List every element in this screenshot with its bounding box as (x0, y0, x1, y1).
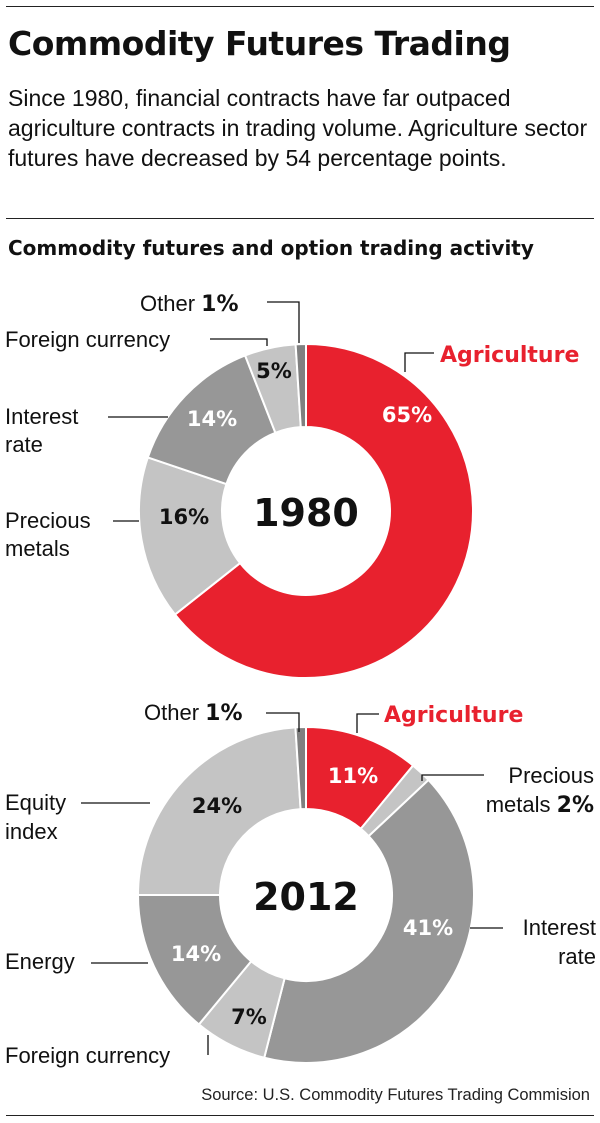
value-label-agriculture: 11% (328, 764, 378, 788)
slice-other-1980 (294, 342, 307, 429)
value-label-interest-rate: 14% (187, 407, 237, 431)
top-rule (6, 6, 594, 7)
chart-heading: Commodity futures and option trading act… (8, 236, 534, 260)
value-label-foreign-currency: 5% (256, 359, 292, 383)
leader-line-agriculture (404, 352, 434, 372)
value-label-other: 1% (201, 292, 238, 317)
category-label-agriculture: Agriculture (384, 703, 523, 728)
value-label-interest-rate: 41% (403, 916, 453, 940)
leader-line-foreign-currency (210, 338, 268, 346)
category-label-equity-index: index (5, 819, 58, 844)
slice-interest-rate-2012 (263, 778, 475, 1064)
section-rule (6, 218, 594, 219)
category-label-interest-rate: Interest (5, 404, 78, 429)
category-label-agriculture: Agriculture (440, 343, 579, 368)
leader-line-agriculture (356, 713, 379, 733)
category-label-precious-metals: metals 2% (486, 792, 594, 818)
value-label-precious-metals: 2% (557, 793, 594, 818)
value-label-precious-metals: 16% (159, 505, 209, 529)
donut-chart-2012: 2012 11% Agriculture Precious metals 2% 41% In… (5, 700, 596, 1068)
category-label-interest-rate: Interest (523, 915, 596, 940)
slice-agriculture-1980 (173, 342, 474, 679)
category-label-precious-metals: Precious (508, 763, 594, 788)
deck-text: Since 1980, financial contracts have far… (8, 85, 588, 171)
leader-line-precious-metals (421, 774, 484, 781)
category-label-other: Other 1% (144, 700, 243, 726)
slice-precious-metals-1980 (138, 456, 242, 616)
slice-equity-index-2012 (136, 726, 302, 896)
category-label-precious-metals: metals (5, 536, 70, 561)
bottom-rule (6, 1115, 594, 1116)
leader-line-other (266, 712, 300, 732)
category-label-energy: Energy (5, 949, 75, 974)
category-label-other: Other 1% (140, 291, 239, 317)
value-label-agriculture: 65% (382, 403, 432, 427)
source-note: Source: U.S. Commodity Futures Trading C… (201, 1086, 590, 1104)
value-label-energy: 14% (171, 942, 221, 966)
category-label-interest-rate: rate (5, 432, 43, 457)
value-label-other: 1% (205, 701, 242, 726)
value-label-foreign-currency: 7% (231, 1005, 267, 1029)
category-label-foreign-currency: Foreign currency (5, 327, 170, 352)
center-year-label: 1980 (253, 491, 359, 535)
leader-line-other (267, 301, 300, 343)
center-year-label: 2012 (253, 875, 359, 919)
value-label-equity-index: 24% (192, 794, 242, 818)
category-label-interest-rate: rate (558, 944, 596, 969)
donut-chart-1980: 1980 65% Agriculture 16% Precious metals 14% In… (5, 291, 579, 679)
category-label-equity-index: Equity (5, 790, 66, 815)
page-title: Commodity Futures Trading (8, 24, 511, 63)
category-label-precious-metals: Precious (5, 508, 91, 533)
category-label-foreign-currency: Foreign currency (5, 1043, 170, 1068)
